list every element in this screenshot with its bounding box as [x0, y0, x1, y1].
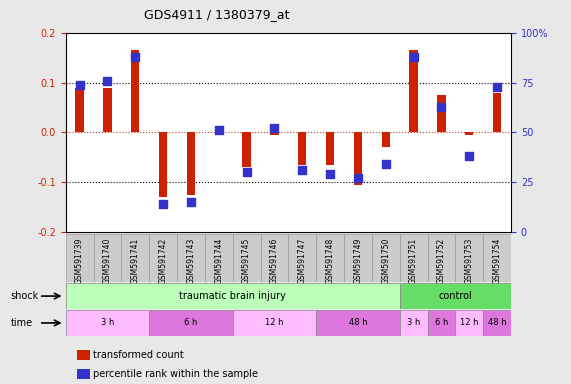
Bar: [131, 50, 139, 132]
Text: 3 h: 3 h: [407, 318, 420, 328]
Bar: [409, 50, 418, 132]
Bar: [316, 234, 344, 282]
Bar: [326, 132, 334, 165]
Text: 6 h: 6 h: [435, 318, 448, 328]
Bar: [483, 234, 511, 282]
Bar: [428, 310, 456, 336]
Text: GSM591750: GSM591750: [381, 238, 391, 285]
Point: [437, 103, 446, 109]
Point: [75, 81, 84, 88]
Point: [159, 201, 168, 207]
Bar: [270, 132, 279, 135]
Point: [242, 169, 251, 175]
Point: [381, 161, 391, 167]
Bar: [94, 234, 122, 282]
Bar: [149, 310, 233, 336]
Point: [270, 126, 279, 132]
Bar: [260, 234, 288, 282]
Text: GSM591752: GSM591752: [437, 238, 446, 284]
Point: [186, 199, 195, 205]
Text: GSM591739: GSM591739: [75, 238, 84, 285]
Bar: [381, 132, 390, 147]
Bar: [243, 132, 251, 167]
Bar: [159, 132, 167, 197]
Bar: [456, 234, 483, 282]
Bar: [298, 132, 307, 165]
Text: 48 h: 48 h: [349, 318, 367, 328]
Text: GSM591740: GSM591740: [103, 238, 112, 285]
Text: GSM591753: GSM591753: [465, 238, 474, 285]
Text: 12 h: 12 h: [265, 318, 284, 328]
Text: GSM591754: GSM591754: [493, 238, 502, 285]
Point: [353, 175, 363, 182]
Bar: [122, 234, 149, 282]
Bar: [428, 234, 456, 282]
Text: 3 h: 3 h: [100, 318, 114, 328]
Bar: [233, 310, 316, 336]
Bar: [316, 310, 400, 336]
Bar: [66, 234, 94, 282]
Point: [325, 171, 335, 177]
Text: GSM591751: GSM591751: [409, 238, 418, 284]
Text: transformed count: transformed count: [93, 350, 184, 360]
Point: [465, 153, 474, 159]
Bar: [400, 283, 511, 309]
Bar: [493, 93, 501, 132]
Text: GSM591747: GSM591747: [297, 238, 307, 285]
Bar: [288, 234, 316, 282]
Text: GSM591746: GSM591746: [270, 238, 279, 285]
Bar: [233, 234, 260, 282]
Bar: [344, 234, 372, 282]
Bar: [149, 234, 177, 282]
Bar: [66, 310, 149, 336]
Bar: [372, 234, 400, 282]
Text: 48 h: 48 h: [488, 318, 506, 328]
Text: GDS4911 / 1380379_at: GDS4911 / 1380379_at: [144, 8, 289, 21]
Bar: [465, 132, 473, 135]
Text: GSM591741: GSM591741: [131, 238, 140, 284]
Text: traumatic brain injury: traumatic brain injury: [179, 291, 286, 301]
Text: GSM591749: GSM591749: [353, 238, 363, 285]
Point: [297, 167, 307, 174]
Text: GSM591745: GSM591745: [242, 238, 251, 285]
Text: 12 h: 12 h: [460, 318, 478, 328]
Text: GSM591743: GSM591743: [186, 238, 195, 285]
Point: [409, 53, 418, 60]
Bar: [75, 88, 84, 132]
Bar: [205, 234, 233, 282]
Bar: [103, 88, 111, 132]
Text: control: control: [439, 291, 472, 301]
Bar: [400, 310, 428, 336]
Text: GSM591742: GSM591742: [159, 238, 168, 284]
Text: shock: shock: [10, 291, 38, 301]
Text: 6 h: 6 h: [184, 318, 198, 328]
Text: GSM591748: GSM591748: [325, 238, 335, 284]
Point: [103, 78, 112, 84]
Bar: [177, 234, 205, 282]
Text: percentile rank within the sample: percentile rank within the sample: [93, 369, 258, 379]
Bar: [66, 283, 400, 309]
Bar: [215, 132, 223, 135]
Text: GSM591744: GSM591744: [214, 238, 223, 285]
Point: [493, 83, 502, 89]
Bar: [437, 95, 445, 132]
Text: time: time: [10, 318, 33, 328]
Bar: [400, 234, 428, 282]
Point: [214, 127, 223, 134]
Bar: [187, 132, 195, 195]
Bar: [456, 310, 483, 336]
Bar: [354, 132, 362, 185]
Bar: [483, 310, 511, 336]
Point: [131, 53, 140, 60]
